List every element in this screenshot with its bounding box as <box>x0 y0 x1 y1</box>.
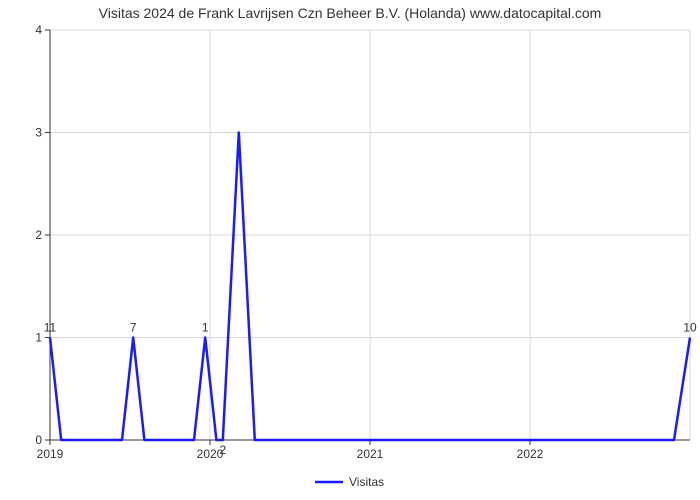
legend-label: Visitas <box>349 475 384 489</box>
y-tick-label: 1 <box>35 331 42 345</box>
y-tick-label: 3 <box>35 126 42 140</box>
y-tick-label: 2 <box>35 228 42 242</box>
chart-svg: Visitas 2024 de Frank Lavrijsen Czn Behe… <box>0 0 700 500</box>
y-tick-label: 0 <box>35 433 42 447</box>
data-point-label: 7 <box>130 321 137 335</box>
data-point-label: 10 <box>683 321 697 335</box>
x-tick-label: 2021 <box>357 447 384 461</box>
chart-background <box>0 0 700 500</box>
x-tick-label: 2022 <box>517 447 544 461</box>
data-point-label: 11 <box>44 321 57 335</box>
y-tick-label: 4 <box>35 23 42 37</box>
data-point-label: 1 <box>202 321 209 335</box>
chart-title: Visitas 2024 de Frank Lavrijsen Czn Behe… <box>99 5 602 21</box>
x-tick-label: 2019 <box>37 447 64 461</box>
data-point-label: 2 <box>219 443 226 457</box>
visits-line-chart: Visitas 2024 de Frank Lavrijsen Czn Behe… <box>0 0 700 500</box>
